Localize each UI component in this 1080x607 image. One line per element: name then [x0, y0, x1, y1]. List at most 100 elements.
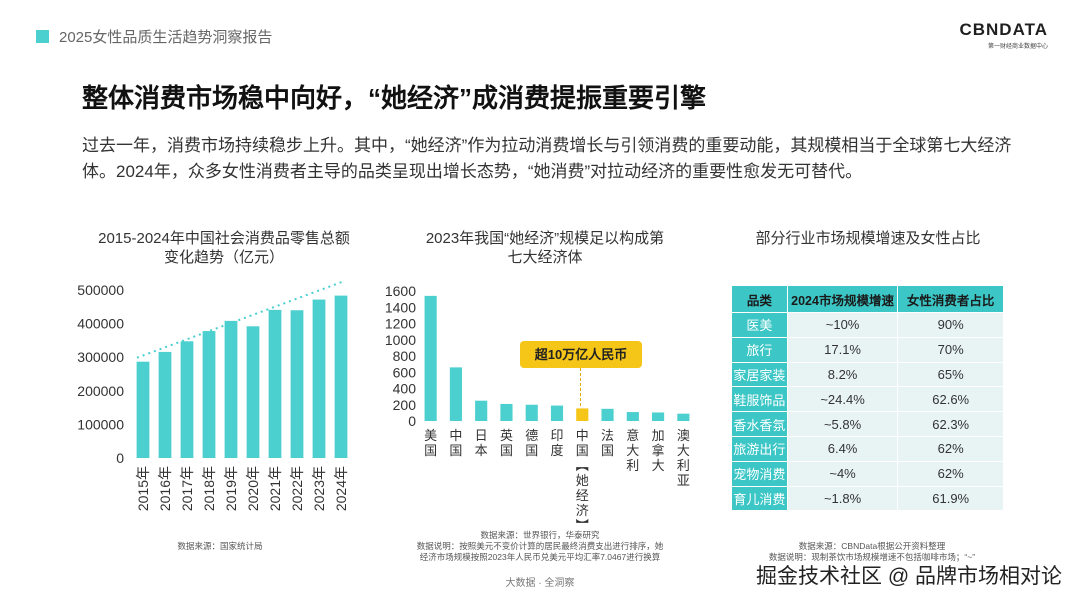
- footer-tagline: 大数据 · 全洞察: [505, 578, 575, 589]
- bar: [550, 405, 564, 421]
- industry-table: 品类 2024市场规模增速 女性消费者占比 医美 ~10% 90% 旅行 17.1% 7…: [731, 285, 1004, 512]
- x-tick-label: 2015年: [135, 466, 151, 511]
- bar: [652, 412, 665, 421]
- table-cell: 家居家装: [731, 361, 788, 388]
- table-cell: 90%: [897, 312, 1004, 338]
- table-row: 鞋服饰品 ~24.4% 62.6%: [731, 386, 1004, 413]
- x-tick-label: 加拿大: [652, 428, 665, 473]
- x-tick-label: 澳大利亚: [677, 428, 690, 488]
- table-cell: 香水香氛: [731, 411, 788, 437]
- table-cell: 61.9%: [897, 485, 1004, 512]
- bar: [290, 310, 304, 458]
- y-tick-label: 1600: [385, 283, 416, 299]
- bar: [475, 400, 488, 421]
- table-source: 数据来源：CBNData根据公开资料整理 数据说明：现制茶饮市场规模增速不包括咖…: [732, 541, 1012, 563]
- x-tick-label: 2020年: [245, 466, 261, 511]
- table-cell: 育儿消费: [731, 485, 788, 512]
- x-tick-label: 德国: [525, 428, 538, 458]
- chart2-source-line: 数据说明：按照美元不变价计算的居民最终消费支出进行排序，她: [416, 541, 664, 551]
- table-cell: 6.4%: [786, 435, 899, 462]
- x-tick-label: 印度: [550, 428, 563, 458]
- x-tick-label: 中国: [449, 428, 462, 458]
- community-watermark: 掘金技术社区 @ 品牌市场相对论: [756, 565, 1062, 588]
- table-header-cell: 女性消费者占比: [897, 285, 1004, 313]
- table-cell: ~10%: [786, 312, 899, 338]
- table-row: 旅游出行 6.4% 62%: [731, 435, 1004, 462]
- brand-logo: CBNDATA 第一财经商业数据中心: [959, 20, 1048, 50]
- x-tick-label: 英国: [500, 428, 513, 458]
- table-cell: 旅行: [731, 336, 788, 363]
- x-tick-label: 2016年: [157, 466, 173, 511]
- page-title: 整体消费市场稳中向好，“她经济”成消费提振重要引擎: [82, 83, 707, 113]
- bar: [424, 295, 437, 421]
- y-tick-label: 500000: [77, 282, 124, 298]
- table-cell: ~1.8%: [786, 485, 899, 512]
- chart1-title-text: 2015-2024年中国社会消费品零售总额变化趋势（亿元）: [98, 230, 350, 266]
- brand-subtitle: 第一财经商业数据中心: [987, 44, 1048, 50]
- bar: [677, 413, 690, 421]
- x-tick-label: 2019年: [223, 466, 239, 511]
- x-tick-label: 美国: [424, 428, 437, 458]
- bar: [626, 412, 639, 421]
- bar: [500, 403, 513, 421]
- table-row: 旅行 17.1% 70%: [731, 336, 1004, 363]
- y-tick-label: 600: [393, 364, 417, 380]
- bar: [224, 320, 238, 458]
- table-cell: 62.6%: [897, 386, 1004, 413]
- bar: [525, 404, 538, 421]
- table-row: 育儿消费 ~1.8% 61.9%: [731, 485, 1004, 512]
- bar: [158, 351, 172, 458]
- table-title: 部分行业市场规模增速及女性占比: [755, 230, 981, 247]
- chart1-source: 数据来源：国家统计局: [177, 541, 263, 551]
- y-tick-label: 400: [393, 381, 417, 397]
- x-tick-label: 2018年: [201, 466, 217, 511]
- bar: [449, 367, 462, 421]
- trend-line: [136, 280, 344, 359]
- table-cell: 17.1%: [786, 336, 899, 363]
- bar: [312, 299, 326, 458]
- bar: [601, 408, 614, 421]
- table-header-row: 品类 2024市场规模增速 女性消费者占比: [731, 285, 1004, 313]
- bar: [202, 331, 216, 458]
- callout-badge: 超10万亿人民币: [520, 341, 642, 368]
- y-tick-label: 1000: [385, 332, 416, 348]
- brand-logo-text: CBNDATA: [959, 20, 1048, 39]
- table-cell: 8.2%: [786, 361, 899, 388]
- table-header-cell: 品类: [731, 285, 788, 313]
- table-cell: 鞋服饰品: [731, 386, 788, 413]
- y-tick-label: 800: [393, 348, 417, 364]
- report-header: 2025女性品质生活趋势洞察报告: [36, 26, 272, 47]
- table-cell: ~5.8%: [786, 411, 899, 437]
- table-cell: 70%: [897, 336, 1004, 363]
- x-tick-label: 2023年: [311, 466, 327, 511]
- table-cell: 旅游出行: [731, 435, 788, 462]
- y-tick-label: 0: [116, 450, 124, 466]
- table-row: 香水香氛 ~5.8% 62.3%: [731, 411, 1004, 437]
- x-tick-label: 2024年: [333, 466, 349, 511]
- y-tick-label: 400000: [77, 316, 124, 332]
- highlight-bar: [576, 408, 589, 421]
- x-tick-label: 意大利: [626, 428, 639, 473]
- chart2-source-line: 数据来源：世界银行，华泰研究: [480, 530, 600, 540]
- chart2-source-line: 经济市场规模按照2023年人民币兑美元平均汇率7.0467进行换算: [419, 552, 661, 562]
- bar: [246, 326, 260, 458]
- x-tick-label: 法国: [601, 428, 614, 458]
- x-tick-label: 2022年: [289, 466, 305, 511]
- x-tick-label: 日本: [475, 428, 488, 458]
- x-tick-label: 中国︻她经济︼: [576, 428, 589, 533]
- table-header-cell: 2024市场规模增速: [786, 285, 899, 313]
- intro-paragraph: 过去一年，消费市场持续稳步上升。其中，“她经济”作为拉动消费增长与引领消费的重要…: [82, 136, 1012, 181]
- accent-square-icon: [36, 30, 49, 43]
- bar: [180, 341, 194, 458]
- y-tick-label: 1400: [385, 299, 416, 315]
- table-cell: 62%: [897, 460, 1004, 487]
- x-tick-label: 2017年: [179, 466, 195, 511]
- table-cell: 宠物消费: [731, 460, 788, 487]
- bar: [334, 295, 348, 458]
- bar: [136, 361, 150, 458]
- table-row: 家居家装 8.2% 65%: [731, 361, 1004, 388]
- table-source-line: 数据来源：CBNData根据公开资料整理: [798, 541, 946, 551]
- table-cell: 65%: [897, 361, 1004, 388]
- chart2-title-text: 2023年我国“她经济”规模足以构成第七大经济体: [425, 230, 665, 266]
